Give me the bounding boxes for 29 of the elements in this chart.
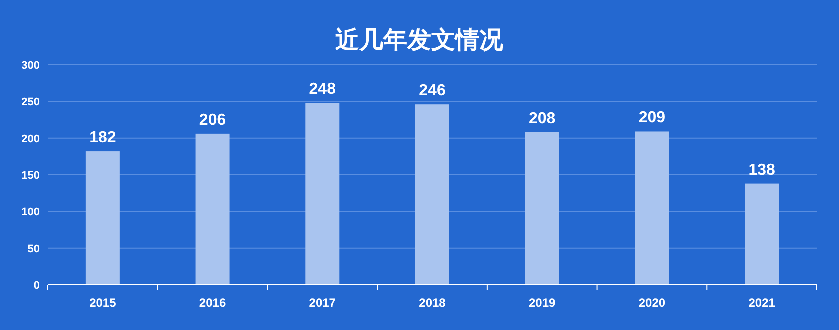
data-label: 138 (748, 162, 776, 179)
x-tick-label: 2018 (419, 296, 446, 310)
data-label: 208 (529, 110, 556, 128)
x-tick-label: 2015 (90, 296, 117, 310)
bar (525, 132, 560, 285)
y-tick-label: 100 (22, 206, 40, 219)
x-tick-label: 2020 (638, 296, 666, 310)
bar (745, 184, 780, 285)
y-tick-label: 0 (34, 280, 40, 292)
data-label: 206 (199, 112, 226, 129)
data-label: 246 (419, 82, 446, 100)
bar (635, 132, 670, 285)
y-tick-label: 250 (22, 96, 40, 109)
chart-title: 近几年发文情况 (336, 27, 504, 54)
y-tick-label: 200 (22, 133, 40, 146)
data-label: 209 (638, 110, 666, 127)
y-tick-label: 50 (28, 243, 40, 256)
bar (196, 134, 230, 285)
y-tick-label: 300 (22, 60, 40, 72)
data-label: 248 (309, 81, 336, 98)
bar (86, 152, 120, 285)
data-label: 182 (90, 130, 116, 147)
x-tick-label: 2017 (309, 296, 336, 310)
bar (416, 104, 450, 285)
y-tick-label: 150 (22, 170, 40, 182)
bar (306, 103, 340, 285)
x-tick-label: 2016 (199, 296, 226, 310)
x-tick-label: 2019 (529, 296, 556, 310)
x-tick-label: 2021 (748, 296, 776, 310)
